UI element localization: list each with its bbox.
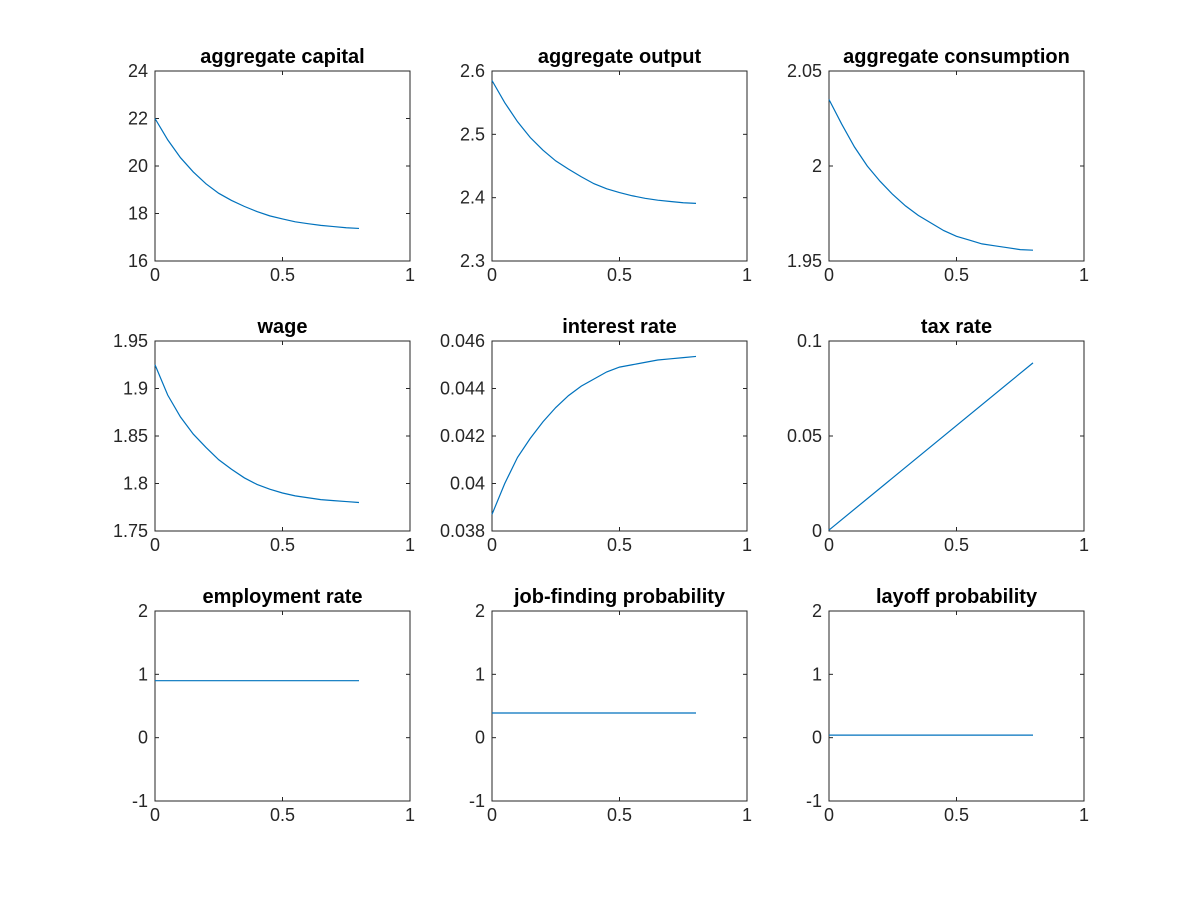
x-tick-label: 0.5 bbox=[270, 265, 295, 285]
x-tick-label: 0 bbox=[487, 535, 497, 555]
series-line bbox=[491, 355, 697, 515]
x-tick-label: 1 bbox=[742, 265, 752, 285]
subplot-title: aggregate output bbox=[538, 46, 702, 68]
subplot-3: aggregate consumption 0 0.5 1 1.95 2 2.05 bbox=[787, 46, 1089, 285]
y-tick-label: 2.3 bbox=[460, 251, 485, 271]
axes-box bbox=[154, 610, 411, 802]
axes-box bbox=[491, 610, 748, 802]
y-tick-label: 0.044 bbox=[440, 379, 485, 399]
x-tick-label: 0.5 bbox=[607, 805, 632, 825]
x-tick-label: 0 bbox=[824, 535, 834, 555]
y-tick-label: 0.04 bbox=[450, 474, 485, 494]
axes-box bbox=[828, 610, 1085, 802]
y-tick-label: 20 bbox=[128, 156, 148, 176]
y-tick-label: 2 bbox=[812, 156, 822, 176]
y-tick-label: -1 bbox=[132, 791, 148, 811]
x-tick-label: 0 bbox=[150, 805, 160, 825]
axes-box bbox=[828, 340, 1085, 532]
y-tick-label: 1.75 bbox=[113, 521, 148, 541]
subplot-title: interest rate bbox=[562, 316, 677, 338]
x-tick-label: 0 bbox=[150, 265, 160, 285]
y-tick-label: 2 bbox=[138, 601, 148, 621]
subplot-title: employment rate bbox=[202, 586, 362, 608]
y-tick-label: 1.8 bbox=[123, 474, 148, 494]
x-tick-label: 0.5 bbox=[944, 805, 969, 825]
subplot-title: layoff probability bbox=[876, 586, 1038, 608]
x-tick-label: 1 bbox=[1079, 265, 1089, 285]
y-tick-label: 1.85 bbox=[113, 426, 148, 446]
axes-box bbox=[491, 70, 748, 262]
series-line bbox=[154, 364, 360, 504]
subplot-title: aggregate capital bbox=[200, 46, 365, 68]
x-tick-label: 0.5 bbox=[270, 535, 295, 555]
subplot-6: tax rate 0 0.5 1 0 0.05 0.1 bbox=[787, 316, 1089, 555]
y-tick-label: 22 bbox=[128, 109, 148, 129]
y-tick-label: 16 bbox=[128, 251, 148, 271]
subplot-title: job-finding probability bbox=[513, 586, 726, 608]
y-tick-label: 2 bbox=[812, 601, 822, 621]
x-tick-label: 0 bbox=[824, 805, 834, 825]
series-line bbox=[154, 118, 360, 230]
x-tick-label: 1 bbox=[405, 805, 415, 825]
x-tick-label: 1 bbox=[405, 265, 415, 285]
y-tick-label: 1.9 bbox=[123, 379, 148, 399]
x-tick-label: 0.5 bbox=[270, 805, 295, 825]
x-tick-label: 1 bbox=[1079, 535, 1089, 555]
x-tick-label: 0 bbox=[150, 535, 160, 555]
axes-box bbox=[491, 340, 748, 532]
subplot-title: aggregate consumption bbox=[843, 46, 1070, 68]
y-tick-label: 2.4 bbox=[460, 188, 485, 208]
x-tick-label: 0.5 bbox=[607, 535, 632, 555]
y-tick-label: 0.046 bbox=[440, 331, 485, 351]
subplot-5: interest rate 0 0.5 1 0.038 0.04 0.042 0.044 0.0… bbox=[440, 316, 752, 555]
y-tick-label: 1 bbox=[475, 664, 485, 684]
y-tick-label: 18 bbox=[128, 204, 148, 224]
subplot-title: wage bbox=[256, 316, 307, 338]
y-tick-label: 1.95 bbox=[113, 331, 148, 351]
y-tick-label: 0.042 bbox=[440, 426, 485, 446]
subplot-4: wage 0 0.5 1 1.75 1.8 1.85 1.9 1.95 bbox=[113, 316, 415, 555]
y-tick-label: 2.05 bbox=[787, 61, 822, 81]
x-tick-label: 1 bbox=[1079, 805, 1089, 825]
y-tick-label: 0 bbox=[475, 728, 485, 748]
x-tick-label: 0.5 bbox=[607, 265, 632, 285]
y-tick-label: 1.95 bbox=[787, 251, 822, 271]
y-tick-label: 0 bbox=[138, 728, 148, 748]
y-tick-label: 0.038 bbox=[440, 521, 485, 541]
x-tick-label: 0 bbox=[487, 805, 497, 825]
x-tick-label: 1 bbox=[405, 535, 415, 555]
subplot-2: aggregate output 0 0.5 1 2.3 2.4 2.5 2.6 bbox=[460, 46, 752, 285]
series-line bbox=[828, 362, 1034, 531]
y-tick-label: 1 bbox=[138, 664, 148, 684]
y-tick-label: 2 bbox=[475, 601, 485, 621]
y-tick-label: 1 bbox=[812, 664, 822, 684]
y-tick-label: 2.6 bbox=[460, 61, 485, 81]
axes-box bbox=[154, 340, 411, 532]
x-tick-label: 0 bbox=[487, 265, 497, 285]
x-tick-label: 0.5 bbox=[944, 535, 969, 555]
y-tick-label: 0 bbox=[812, 728, 822, 748]
axes-box bbox=[828, 70, 1085, 262]
series-line bbox=[828, 99, 1034, 251]
y-tick-label: -1 bbox=[469, 791, 485, 811]
y-tick-label: 0.1 bbox=[797, 331, 822, 351]
x-tick-label: 0.5 bbox=[944, 265, 969, 285]
subplot-title: tax rate bbox=[921, 316, 992, 338]
x-tick-label: 0 bbox=[824, 265, 834, 285]
subplot-1: aggregate capital 0 0.5 1 16 18 20 22 24 bbox=[128, 46, 415, 285]
series-line bbox=[491, 80, 697, 204]
x-tick-label: 1 bbox=[742, 535, 752, 555]
y-tick-label: 24 bbox=[128, 61, 148, 81]
x-tick-label: 1 bbox=[742, 805, 752, 825]
y-tick-label: 0.05 bbox=[787, 426, 822, 446]
y-tick-label: 0 bbox=[812, 521, 822, 541]
y-tick-label: 2.5 bbox=[460, 124, 485, 144]
axes-box bbox=[154, 70, 411, 262]
y-tick-label: -1 bbox=[806, 791, 822, 811]
